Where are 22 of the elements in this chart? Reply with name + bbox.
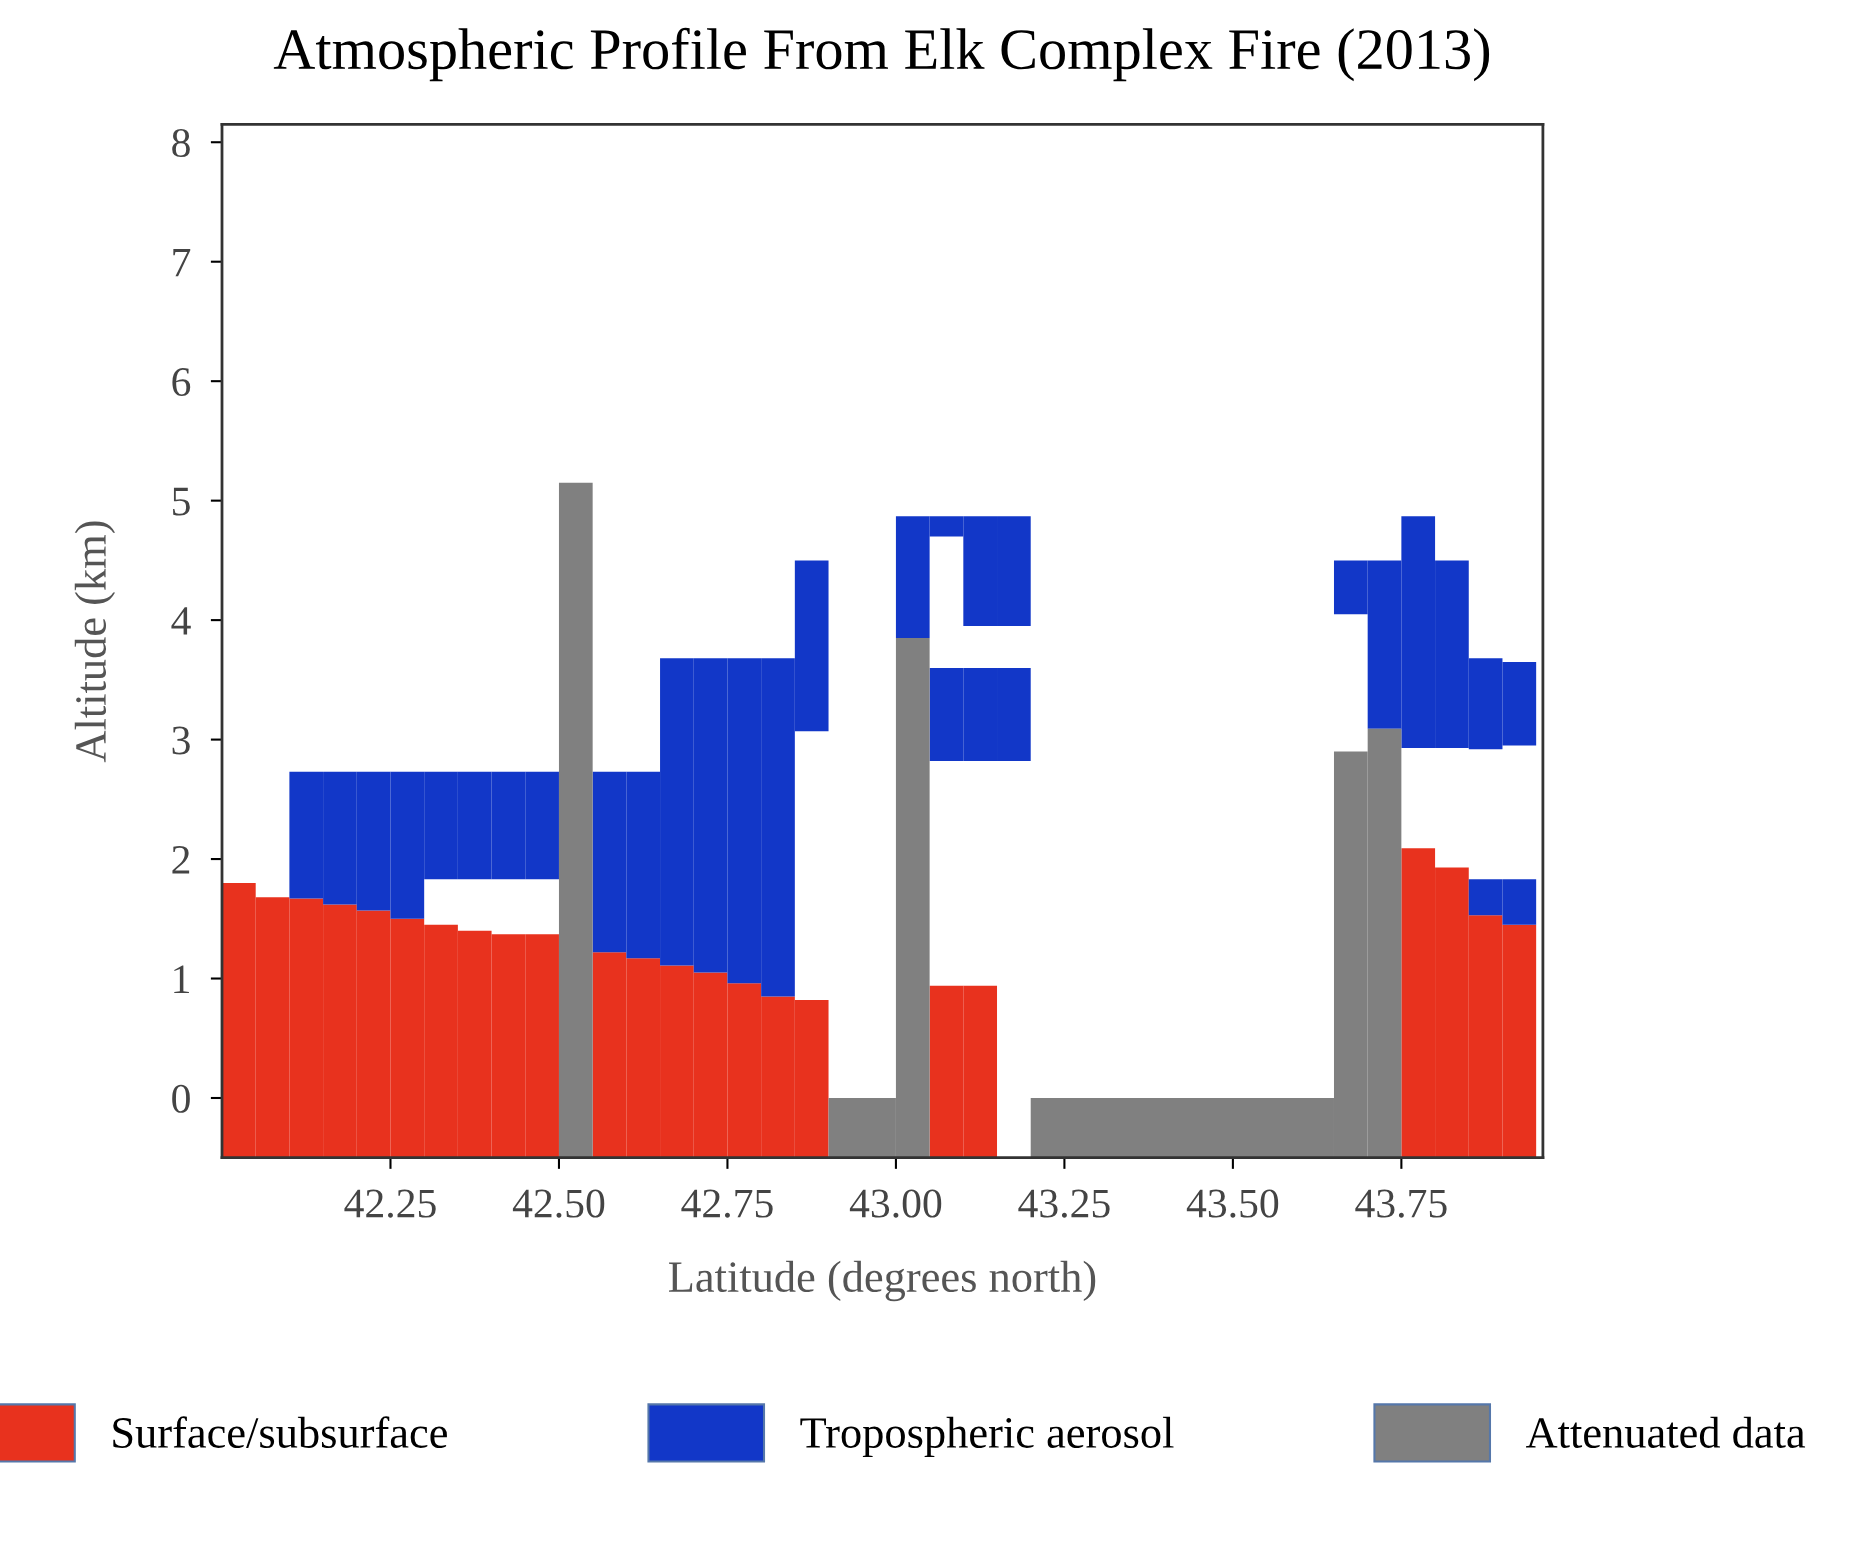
x-tick-label: 42.50 bbox=[512, 1189, 605, 1218]
legend-label: Surface/subsurface bbox=[113, 1416, 447, 1448]
y-tick-label: 2 bbox=[172, 845, 190, 874]
legend-label: Attenuated data bbox=[1525, 1416, 1806, 1448]
x-tick-label: 43.50 bbox=[1186, 1189, 1279, 1218]
y-tick-label: 1 bbox=[174, 965, 189, 993]
x-tick-label: 43.75 bbox=[1355, 1189, 1447, 1218]
y-tick-label: 5 bbox=[173, 487, 190, 516]
x-tick-label: 42.25 bbox=[344, 1189, 436, 1218]
legend-label: Tropospheric aerosol bbox=[800, 1416, 1174, 1457]
chart-title: Atmospheric Profile From Elk Complex Fire (2013) bbox=[273, 27, 1490, 82]
y-tick-label: 3 bbox=[172, 726, 190, 755]
y-axis-title: Altitude (km) bbox=[74, 521, 116, 763]
y-tick-label: 0 bbox=[172, 1084, 190, 1113]
x-tick-label: 43.25 bbox=[1018, 1189, 1110, 1218]
y-tick-label: 8 bbox=[172, 128, 190, 158]
x-axis-title: Latitude (degrees north) bbox=[669, 1260, 1096, 1302]
y-tick-label: 6 bbox=[172, 368, 191, 397]
x-tick-label: 43.00 bbox=[849, 1189, 942, 1218]
y-tick-label: 4 bbox=[171, 607, 191, 635]
x-tick-label: 42.75 bbox=[681, 1189, 773, 1218]
y-tick-label: 7 bbox=[173, 248, 191, 277]
